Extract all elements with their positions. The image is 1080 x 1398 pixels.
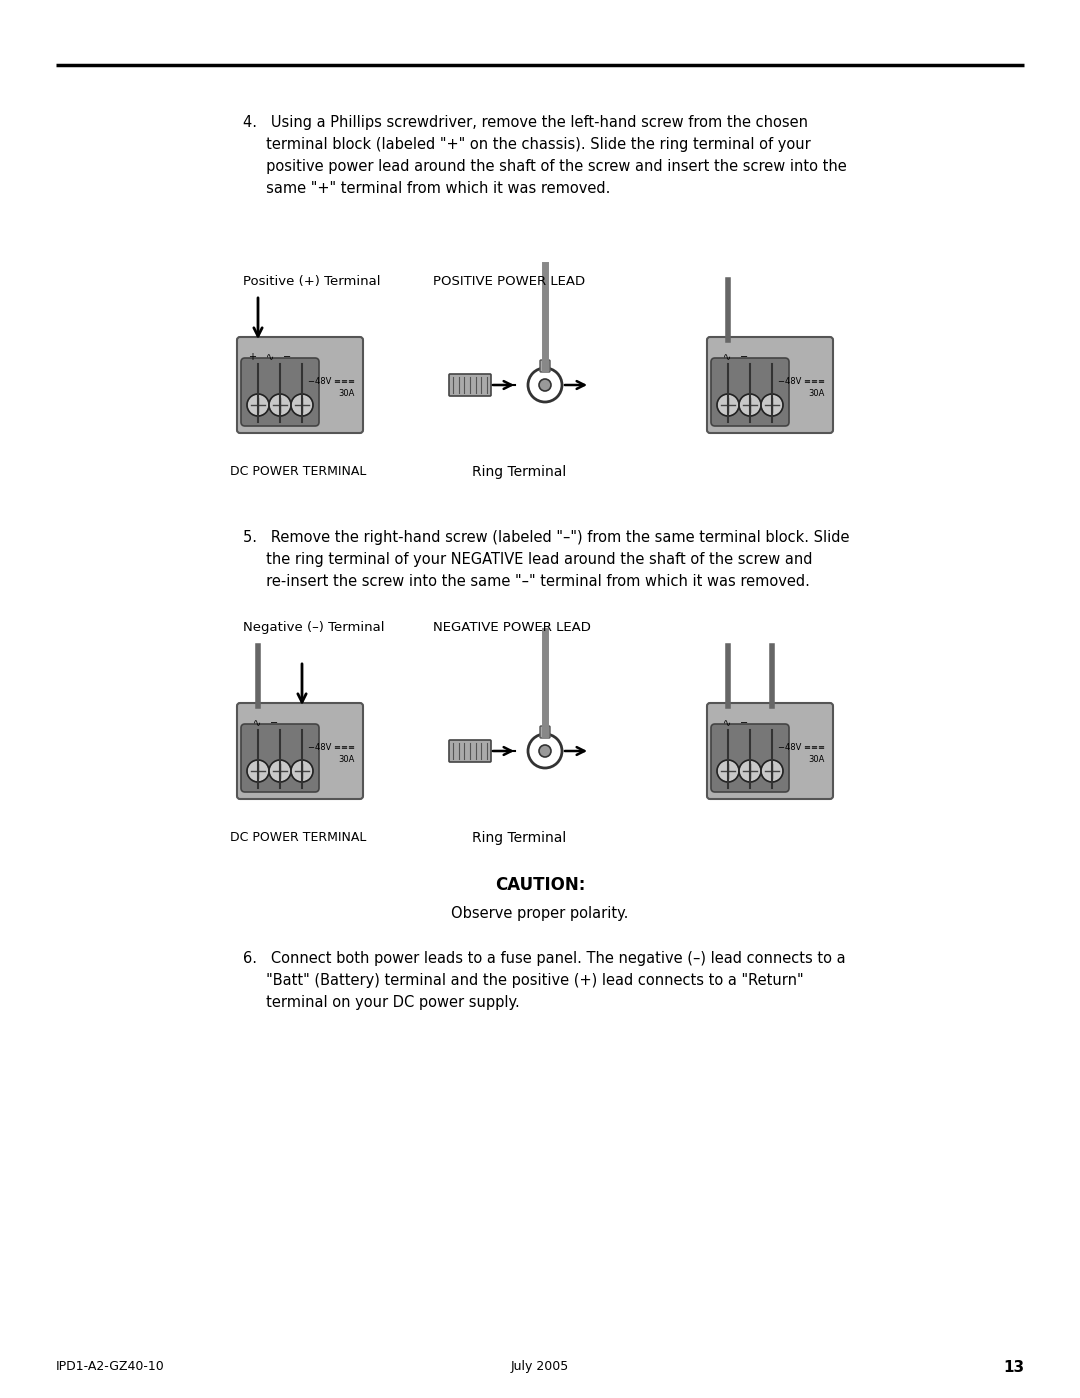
Circle shape	[717, 761, 739, 781]
Circle shape	[269, 761, 291, 781]
FancyBboxPatch shape	[449, 375, 491, 396]
Text: terminal block (labeled "+" on the chassis). Slide the ring terminal of your: terminal block (labeled "+" on the chass…	[243, 137, 811, 152]
Text: Ring Terminal: Ring Terminal	[472, 830, 566, 844]
FancyBboxPatch shape	[449, 740, 491, 762]
Text: DC POWER TERMINAL: DC POWER TERMINAL	[230, 466, 366, 478]
Text: 30A: 30A	[339, 755, 355, 763]
Text: −48V ≡≡≡: −48V ≡≡≡	[778, 742, 825, 752]
FancyBboxPatch shape	[241, 358, 319, 426]
Text: +: +	[248, 352, 256, 362]
Text: NEGATIVE POWER LEAD: NEGATIVE POWER LEAD	[433, 621, 591, 635]
Text: same "+" terminal from which it was removed.: same "+" terminal from which it was remo…	[243, 180, 610, 196]
Text: 5.   Remove the right-hand screw (labeled "–") from the same terminal block. Sli: 5. Remove the right-hand screw (labeled …	[243, 530, 850, 545]
Text: 30A: 30A	[339, 389, 355, 398]
Text: IPD1-A2-GZ40-10: IPD1-A2-GZ40-10	[56, 1360, 165, 1373]
Text: 30A: 30A	[809, 755, 825, 763]
Circle shape	[247, 761, 269, 781]
Text: 13: 13	[1003, 1360, 1024, 1376]
Circle shape	[528, 368, 562, 403]
Text: −: −	[283, 352, 292, 362]
FancyBboxPatch shape	[540, 726, 550, 738]
Text: July 2005: July 2005	[511, 1360, 569, 1373]
Circle shape	[739, 761, 761, 781]
FancyBboxPatch shape	[711, 358, 789, 426]
FancyBboxPatch shape	[540, 361, 550, 372]
Text: −48V ≡≡≡: −48V ≡≡≡	[778, 377, 825, 386]
Text: −: −	[270, 719, 279, 728]
Text: CAUTION:: CAUTION:	[495, 877, 585, 893]
Text: re-insert the screw into the same "–" terminal from which it was removed.: re-insert the screw into the same "–" te…	[243, 575, 810, 589]
Text: the ring terminal of your NEGATIVE lead around the shaft of the screw and: the ring terminal of your NEGATIVE lead …	[243, 552, 812, 568]
FancyBboxPatch shape	[711, 724, 789, 793]
Circle shape	[761, 394, 783, 417]
Text: Observe proper polarity.: Observe proper polarity.	[451, 906, 629, 921]
Text: −: −	[740, 719, 748, 728]
Circle shape	[539, 745, 551, 756]
Circle shape	[717, 394, 739, 417]
Circle shape	[739, 394, 761, 417]
Text: −: −	[740, 352, 748, 362]
Text: ∿: ∿	[266, 352, 274, 362]
FancyBboxPatch shape	[707, 703, 833, 800]
Text: terminal on your DC power supply.: terminal on your DC power supply.	[243, 995, 519, 1009]
Circle shape	[761, 761, 783, 781]
Text: "Batt" (Battery) terminal and the positive (+) lead connects to a "Return": "Batt" (Battery) terminal and the positi…	[243, 973, 804, 988]
Text: 4.   Using a Phillips screwdriver, remove the left-hand screw from the chosen: 4. Using a Phillips screwdriver, remove …	[243, 115, 808, 130]
Text: Negative (–) Terminal: Negative (–) Terminal	[243, 621, 384, 635]
Text: Ring Terminal: Ring Terminal	[472, 466, 566, 480]
FancyBboxPatch shape	[237, 703, 363, 800]
Circle shape	[269, 394, 291, 417]
Text: 30A: 30A	[809, 389, 825, 398]
Circle shape	[291, 394, 313, 417]
Text: POSITIVE POWER LEAD: POSITIVE POWER LEAD	[433, 275, 585, 288]
Text: DC POWER TERMINAL: DC POWER TERMINAL	[230, 830, 366, 844]
Text: 6.   Connect both power leads to a fuse panel. The negative (–) lead connects to: 6. Connect both power leads to a fuse pa…	[243, 951, 846, 966]
Circle shape	[539, 379, 551, 391]
Text: −48V ≡≡≡: −48V ≡≡≡	[308, 742, 355, 752]
Text: Positive (+) Terminal: Positive (+) Terminal	[243, 275, 380, 288]
Circle shape	[291, 761, 313, 781]
Text: ∿: ∿	[723, 352, 731, 362]
Text: ∿: ∿	[723, 719, 731, 728]
Circle shape	[528, 734, 562, 768]
Text: −48V ≡≡≡: −48V ≡≡≡	[308, 377, 355, 386]
FancyBboxPatch shape	[707, 337, 833, 433]
Text: positive power lead around the shaft of the screw and insert the screw into the: positive power lead around the shaft of …	[243, 159, 847, 173]
FancyBboxPatch shape	[241, 724, 319, 793]
Text: ∿: ∿	[253, 719, 261, 728]
FancyBboxPatch shape	[237, 337, 363, 433]
Circle shape	[247, 394, 269, 417]
